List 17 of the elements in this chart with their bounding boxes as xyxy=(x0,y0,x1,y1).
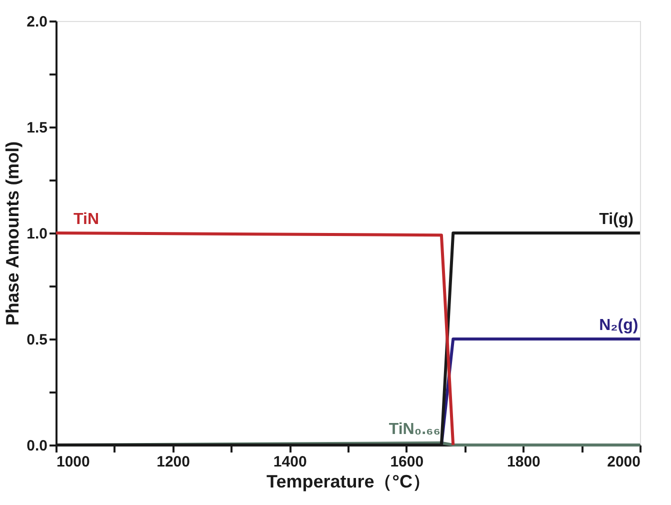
x-tick-label: 1400 xyxy=(273,454,307,470)
y-tick-label: 2.0 xyxy=(26,14,48,30)
y-tick-label: 1.5 xyxy=(26,120,48,136)
annotation: TiN₀.₆₆ xyxy=(388,420,441,438)
x-tick-label: 1600 xyxy=(390,454,424,470)
x-tick-label: 1000 xyxy=(56,454,90,470)
y-tick-label: 0.0 xyxy=(26,438,48,454)
x-axis-title: Temperature（°C） xyxy=(266,472,430,492)
x-tick-label: 1800 xyxy=(507,454,540,470)
annotation: TiN xyxy=(74,211,100,228)
y-axis-title: Phase Amounts (mol) xyxy=(2,141,23,326)
annotation: N₂(g) xyxy=(599,317,638,334)
x-tick-label: 1200 xyxy=(156,454,190,470)
y-tick-label: 0.5 xyxy=(26,332,48,348)
y-tick-label: 1.0 xyxy=(26,226,48,242)
annotation: Ti(g) xyxy=(599,211,634,228)
x-tick-label: 2000 xyxy=(607,454,640,470)
